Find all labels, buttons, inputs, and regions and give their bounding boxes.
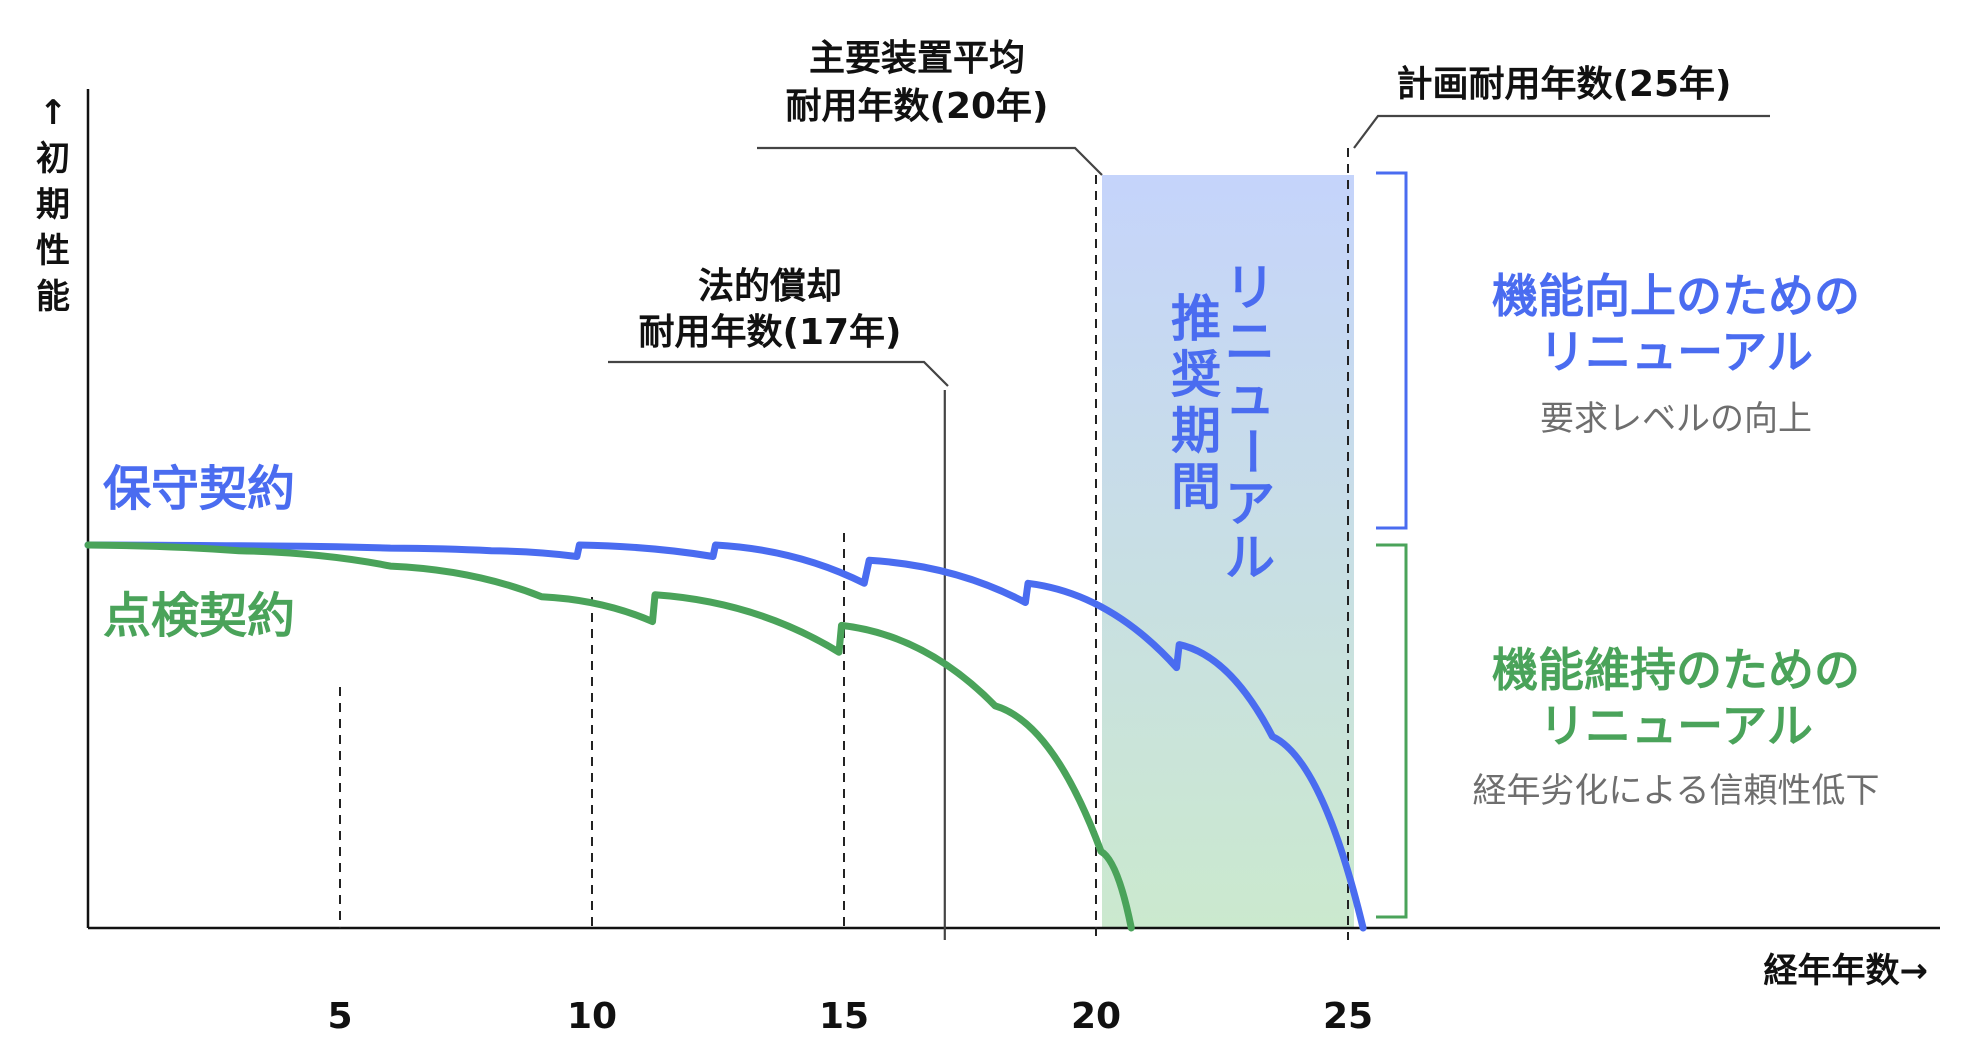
renewal-label-char: ニ: [1225, 313, 1275, 371]
x-axis-label: 経年年数→: [1764, 951, 1929, 991]
renewal-label-char: 間: [1171, 458, 1221, 516]
renewal-label-char: ル: [1225, 529, 1275, 587]
reference-leader: [757, 146, 1103, 176]
x-tick-labels: 5 10 15 20 25: [327, 996, 1373, 1037]
y-axis-label-char: 性: [36, 231, 70, 271]
green-annotation-title-1: 機能維持のための: [1492, 643, 1860, 697]
renewal-label-char: ュ: [1225, 367, 1275, 425]
y-axis-label-char: 能: [36, 277, 70, 317]
renewal-label-char: 期: [1171, 402, 1221, 460]
blue-annotation-sub: 要求レベルの向上: [1540, 399, 1812, 439]
renewal-label-char: ア: [1225, 475, 1275, 533]
reference-leader: [1353, 114, 1770, 149]
x-tick-label: 15: [819, 996, 869, 1037]
reference-label: 主要装置平均: [809, 38, 1025, 79]
reference-label: 計画耐用年数(25年): [1396, 64, 1731, 105]
reference-leader: [608, 360, 949, 387]
x-tick-label: 25: [1323, 996, 1373, 1037]
renewal-label-char: ー: [1222, 426, 1280, 476]
reference-label: 法的償却: [698, 266, 842, 307]
x-tick-label: 10: [567, 996, 617, 1037]
green-annotation-sub: 経年劣化による信頼性低下: [1473, 771, 1880, 811]
blue-annotation-title-1: 機能向上のための: [1492, 269, 1860, 323]
green-bracket: [1376, 543, 1408, 919]
x-tick-label: 5: [327, 996, 352, 1037]
y-axis-label-char: 期: [36, 185, 70, 225]
series-label-inspection-contract: 点検契約: [103, 588, 295, 644]
renewal-label-char: 推: [1171, 290, 1221, 348]
y-axis-label-char: ↑: [39, 93, 68, 133]
series-line-inspection-contract: [84, 541, 1135, 932]
renewal-label-char: 奨: [1171, 346, 1221, 404]
blue-bracket: [1376, 171, 1408, 530]
series-line-maintenance-contract: [84, 541, 1367, 932]
reference-label: 耐用年数(20年): [785, 86, 1048, 127]
renewal-period-shade: [1102, 175, 1354, 928]
blue-annotation-title-2: リニューアル: [1539, 325, 1813, 379]
green-annotation-title-2: リニューアル: [1539, 699, 1813, 753]
y-axis-label-char: 初: [36, 139, 70, 179]
renewal-label-char: リ: [1225, 259, 1275, 317]
series-label-maintenance-contract: 保守契約: [103, 461, 295, 517]
reference-label: 耐用年数(17年): [638, 312, 901, 353]
x-tick-label: 20: [1071, 996, 1121, 1037]
gridlines: [339, 533, 845, 928]
